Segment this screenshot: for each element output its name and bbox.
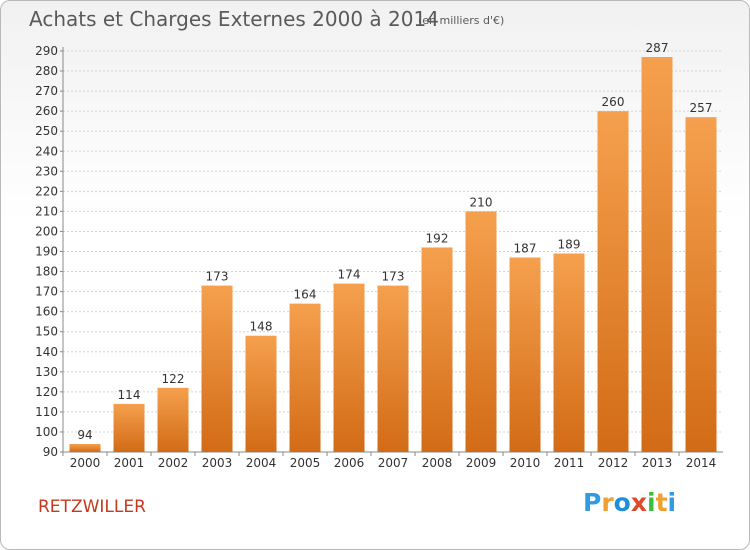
- data-label: 210: [470, 195, 493, 209]
- logo-letter: P: [583, 488, 602, 517]
- data-label: 257: [690, 101, 713, 115]
- data-label: 174: [338, 268, 361, 282]
- bar-2011: [553, 253, 585, 452]
- data-label: 122: [162, 372, 185, 386]
- bar-2008: [421, 247, 453, 452]
- data-label: 94: [77, 428, 92, 442]
- y-tick-label: 290: [35, 44, 58, 58]
- bar-2001: [113, 403, 145, 452]
- logo-letter: i: [667, 488, 677, 517]
- x-tick-label: 2013: [642, 456, 673, 470]
- proxiti-logo[interactable]: Proxiti: [583, 488, 676, 517]
- y-tick-label: 240: [35, 144, 58, 158]
- y-tick-label: 190: [35, 245, 58, 259]
- logo-letter: x: [630, 488, 647, 517]
- data-label: 192: [426, 231, 449, 245]
- bar-2014: [685, 117, 717, 452]
- x-tick-label: 2014: [686, 456, 717, 470]
- data-label: 148: [250, 320, 273, 334]
- x-tick-label: 2002: [158, 456, 189, 470]
- bar-2006: [333, 283, 365, 452]
- x-tick-label: 2000: [70, 456, 101, 470]
- bar-2012: [597, 111, 629, 453]
- x-tick-label: 2005: [290, 456, 321, 470]
- chart-subtitle: (en milliers d'€): [418, 14, 505, 27]
- data-label: 260: [602, 95, 625, 109]
- logo-letter: t: [655, 488, 668, 517]
- x-tick-label: 2012: [598, 456, 629, 470]
- x-tick-label: 2004: [246, 456, 277, 470]
- y-tick-label: 140: [35, 345, 58, 359]
- bars: [69, 57, 717, 453]
- x-tick-label: 2008: [422, 456, 453, 470]
- y-tick-label: 170: [35, 285, 58, 299]
- data-label: 114: [118, 388, 141, 402]
- data-label: 287: [646, 41, 669, 55]
- x-tick-label: 2001: [114, 456, 145, 470]
- logo-letter: i: [647, 488, 656, 517]
- y-tick-label: 200: [35, 224, 58, 238]
- bar-2005: [289, 303, 321, 452]
- commune-name: RETZWILLER: [38, 497, 146, 517]
- y-tick-label: 130: [35, 365, 58, 379]
- bar-2010: [509, 257, 541, 452]
- x-tick-label: 2006: [334, 456, 365, 470]
- x-tick-label: 2009: [466, 456, 497, 470]
- y-tick-label: 120: [35, 385, 58, 399]
- bar-2013: [641, 57, 673, 452]
- y-tick-label: 160: [35, 305, 58, 319]
- y-tick-label: 270: [35, 84, 58, 98]
- bar-2003: [201, 285, 233, 452]
- y-tick-label: 230: [35, 164, 58, 178]
- x-tick-label: 2010: [510, 456, 541, 470]
- axes: 90 100 110 120 130 140 150 160 170 180 190 200 210 22…: [35, 44, 723, 470]
- y-tick-label: 150: [35, 325, 58, 339]
- data-label: 173: [206, 270, 229, 284]
- bar-2009: [465, 211, 497, 452]
- x-tick-label: 2003: [202, 456, 233, 470]
- bar-2002: [157, 387, 189, 452]
- y-tick-label: 260: [35, 104, 58, 118]
- y-tick-label: 90: [43, 445, 58, 459]
- data-label: 187: [514, 242, 537, 256]
- y-tick-label: 250: [35, 124, 58, 138]
- y-tick-label: 280: [35, 64, 58, 78]
- bar-2007: [377, 285, 409, 452]
- data-label: 173: [382, 270, 405, 284]
- data-label: 164: [294, 288, 317, 302]
- logo-letter: o: [613, 488, 631, 517]
- bar-2000: [69, 443, 101, 452]
- y-tick-label: 180: [35, 265, 58, 279]
- y-tick-label: 220: [35, 184, 58, 198]
- x-tick-label: 2011: [554, 456, 585, 470]
- x-tick-label: 2007: [378, 456, 409, 470]
- y-tick-label: 100: [35, 425, 58, 439]
- data-label: 189: [558, 238, 581, 252]
- bar-2004: [245, 335, 277, 452]
- logo-letter: r: [601, 488, 614, 517]
- y-tick-label: 110: [35, 405, 58, 419]
- data-labels: 94 114 122 173 148 164 174 173 192 210 187 189 260 28…: [77, 41, 712, 442]
- chart-title: Achats et Charges Externes 2000 à 2014: [29, 7, 439, 31]
- y-tick-label: 210: [35, 204, 58, 218]
